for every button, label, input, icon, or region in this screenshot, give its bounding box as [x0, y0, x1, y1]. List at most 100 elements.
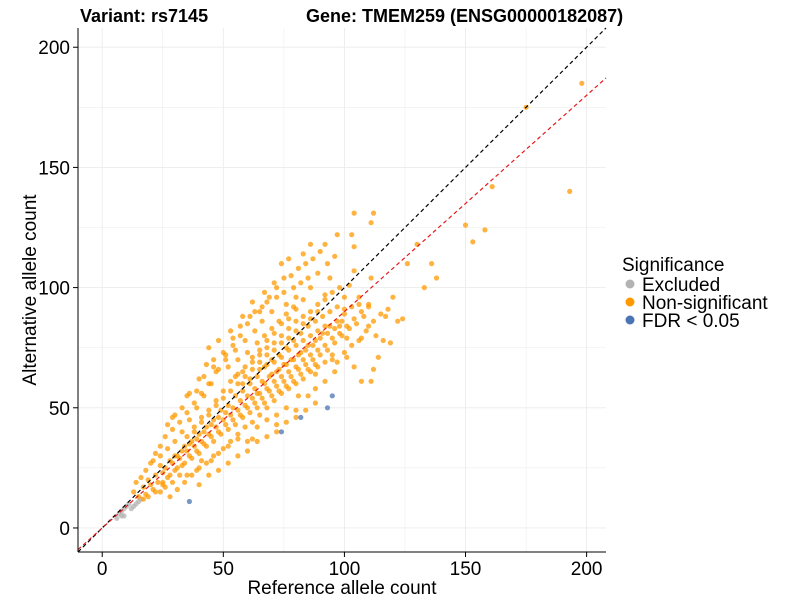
point-nonsig — [383, 313, 389, 319]
grid-lines — [78, 28, 606, 552]
point-nonsig — [157, 489, 163, 495]
point-nonsig — [235, 407, 241, 413]
point-nonsig — [257, 352, 263, 358]
point-nonsig — [293, 318, 299, 324]
point-nonsig — [271, 398, 277, 404]
point-nonsig — [152, 450, 159, 456]
point-nonsig — [312, 318, 318, 324]
point-nonsig — [230, 405, 236, 411]
point-nonsig — [286, 316, 292, 322]
point-nonsig — [278, 261, 284, 267]
point-nonsig — [208, 422, 214, 428]
point-fdr — [329, 393, 335, 399]
point-nonsig — [274, 422, 280, 428]
point-nonsig — [349, 342, 355, 348]
point-nonsig — [334, 304, 340, 310]
point-nonsig — [264, 337, 270, 344]
point-nonsig — [191, 424, 197, 430]
point-nonsig — [131, 489, 137, 495]
point-nonsig — [353, 321, 360, 327]
point-nonsig — [167, 494, 173, 500]
point-nonsig — [315, 270, 321, 276]
plot-panel — [77, 27, 607, 553]
point-nonsig — [218, 431, 224, 437]
point-nonsig — [378, 311, 384, 317]
y-tick-label: 100 — [38, 279, 70, 300]
point-nonsig — [249, 419, 255, 425]
point-nonsig — [320, 330, 326, 336]
point-nonsig — [283, 311, 289, 317]
point-nonsig — [228, 328, 234, 334]
point-nonsig — [261, 289, 268, 295]
point-nonsig — [230, 342, 236, 348]
point-nonsig — [172, 412, 178, 418]
point-nonsig — [148, 460, 154, 466]
point-nonsig — [470, 239, 476, 245]
point-nonsig — [310, 342, 316, 348]
point-nonsig — [186, 417, 192, 423]
point-nonsig — [344, 323, 350, 329]
point-nonsig — [310, 256, 316, 262]
point-nonsig — [225, 402, 231, 408]
point-nonsig — [356, 337, 362, 344]
point-nonsig — [198, 419, 205, 425]
point-nonsig — [283, 383, 289, 389]
point-nonsig — [322, 292, 328, 298]
point-nonsig — [196, 450, 202, 456]
point-nonsig — [264, 352, 270, 358]
point-fdr — [278, 429, 284, 435]
point-nonsig — [145, 494, 151, 500]
point-nonsig — [351, 268, 357, 274]
point-nonsig — [370, 210, 377, 216]
point-nonsig — [276, 388, 282, 394]
point-nonsig — [429, 261, 435, 267]
point-nonsig — [298, 371, 304, 377]
point-nonsig — [220, 446, 226, 452]
chart-title-variant: Variant: rs7145 — [80, 6, 208, 26]
point-nonsig — [244, 448, 251, 454]
point-nonsig — [368, 378, 374, 384]
point-nonsig — [206, 407, 212, 413]
point-nonsig — [165, 446, 171, 452]
point-nonsig — [315, 301, 321, 307]
point-nonsig — [380, 337, 386, 344]
point-nonsig — [165, 422, 171, 428]
point-nonsig — [322, 297, 328, 303]
point-nonsig — [203, 460, 209, 466]
point-nonsig — [215, 450, 222, 456]
point-nonsig — [249, 359, 255, 365]
point-nonsig — [235, 436, 241, 442]
point-nonsig — [312, 386, 318, 392]
point-nonsig — [433, 275, 440, 281]
x-tick-label: 50 — [213, 559, 234, 580]
point-nonsig — [257, 347, 263, 353]
point-nonsig — [211, 438, 217, 444]
point-nonsig — [261, 333, 268, 339]
point-nonsig — [206, 345, 212, 351]
point-nonsig — [257, 390, 263, 396]
point-nonsig — [281, 361, 287, 368]
point-nonsig — [136, 494, 142, 500]
point-nonsig — [174, 465, 180, 471]
point-nonsig — [356, 294, 362, 300]
point-nonsig — [567, 188, 573, 194]
point-nonsig — [278, 373, 284, 380]
point-nonsig — [312, 361, 318, 368]
point-nonsig — [252, 400, 258, 406]
point-nonsig — [203, 424, 209, 430]
point-nonsig — [237, 398, 243, 404]
point-nonsig — [254, 424, 260, 430]
point-nonsig — [332, 340, 338, 346]
point-nonsig — [291, 285, 297, 291]
point-nonsig — [293, 342, 299, 348]
point-nonsig — [337, 330, 343, 336]
point-nonsig — [295, 352, 301, 358]
point-nonsig — [334, 232, 340, 238]
point-nonsig — [184, 472, 190, 478]
point-nonsig — [259, 395, 265, 401]
point-nonsig — [278, 354, 284, 360]
point-nonsig — [300, 251, 306, 257]
point-nonsig — [305, 393, 311, 399]
point-nonsig — [344, 335, 350, 341]
point-nonsig — [278, 340, 284, 346]
